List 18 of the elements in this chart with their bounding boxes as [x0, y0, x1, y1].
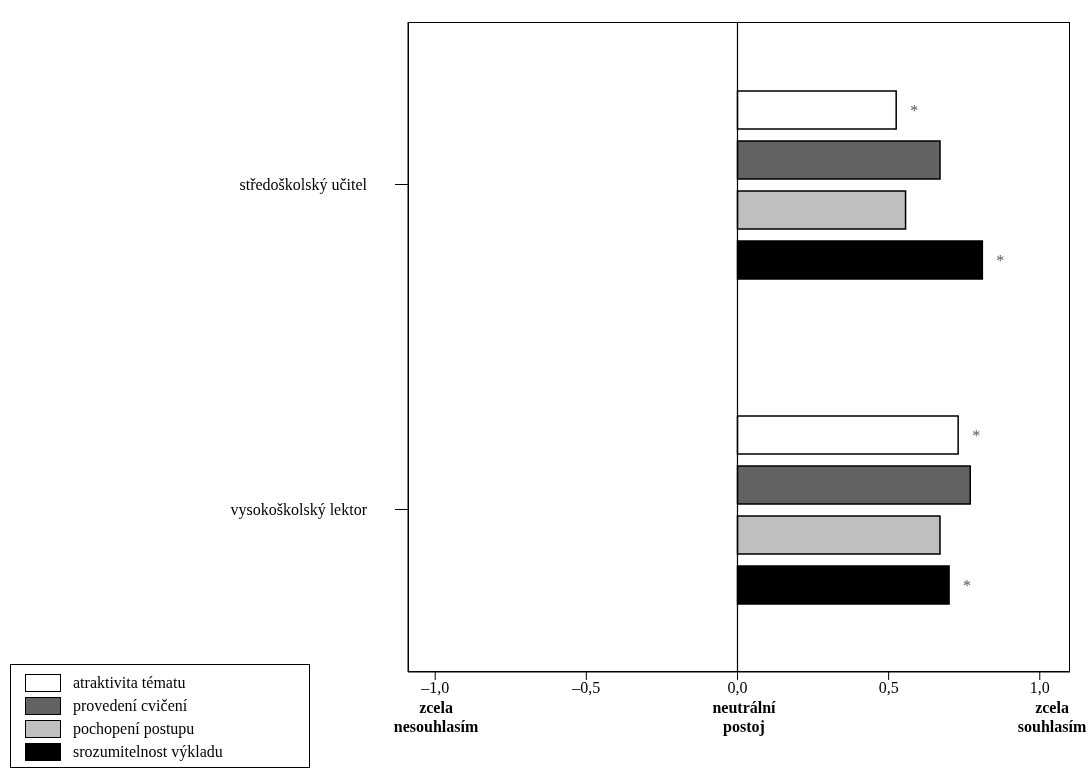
y-tick-label: středoškolský učitel: [239, 176, 368, 195]
legend-label: srozumitelnost výkladu: [73, 742, 223, 761]
legend-label: atraktivita tématu: [73, 673, 186, 692]
data-label: *: [963, 577, 972, 594]
data-label: *: [972, 427, 981, 444]
text: zcela nesouhlasím: [392, 698, 480, 736]
x-tick-label: 0,0: [727, 679, 748, 697]
legend-label: pochopení postupu: [73, 719, 195, 738]
data-label: *: [996, 252, 1005, 269]
x-tick-label: 1,0: [1029, 679, 1050, 697]
x-tick-label: 0,5: [878, 679, 899, 697]
legend-label: provedení cvičení: [73, 696, 188, 715]
x-tick-label: –0,5: [571, 679, 601, 697]
data-label: *: [910, 102, 919, 119]
x-tick-label: –1,0: [420, 679, 450, 697]
text: zcela souhlasím: [1016, 698, 1088, 736]
y-tick-label: vysokoškolský lektor: [230, 501, 368, 520]
text: neutrální postoj: [711, 698, 777, 736]
